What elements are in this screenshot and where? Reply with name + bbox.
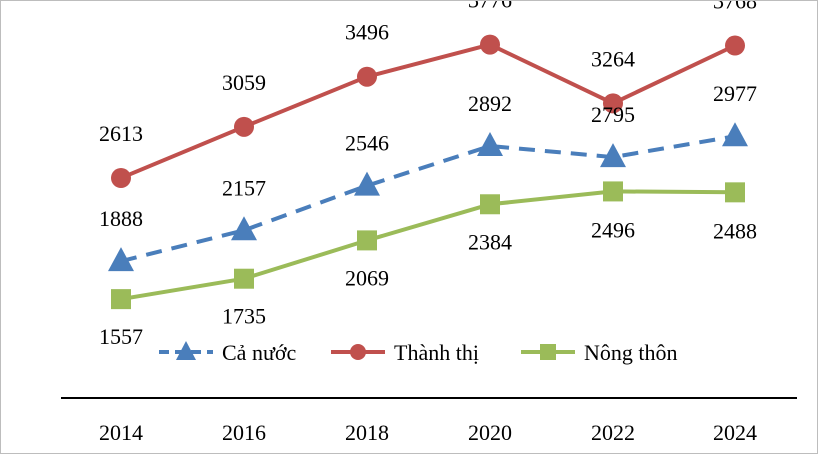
data-label-ca-nuoc: 1888 — [99, 206, 143, 231]
data-point-thanh-thi — [725, 35, 745, 56]
data-label-thanh-thi: 3776 — [468, 1, 512, 13]
legend-marker — [350, 344, 366, 360]
data-label-ca-nuoc: 2795 — [591, 102, 635, 127]
x-tick-label: 2018 — [345, 420, 389, 445]
legend-marker — [176, 341, 196, 360]
data-label-ca-nuoc: 2977 — [713, 81, 757, 106]
x-tick-label: 2014 — [99, 420, 143, 445]
data-label-nong-thon: 1557 — [99, 324, 143, 349]
data-label-nong-thon: 2488 — [713, 218, 757, 243]
data-label-nong-thon: 2069 — [345, 265, 389, 290]
data-label-ca-nuoc: 2892 — [468, 91, 512, 116]
x-tick-label: 2016 — [222, 420, 266, 445]
legend-marker — [540, 344, 556, 360]
data-point-ca-nuoc — [231, 216, 257, 241]
legend-item-thanh-thi: Thành thị — [331, 340, 479, 365]
data-point-nong-thon — [357, 230, 377, 251]
series-line-nong-thon — [120, 189, 736, 302]
data-point-ca-nuoc — [722, 122, 748, 147]
data-point-ca-nuoc — [108, 247, 134, 272]
data-label-nong-thon: 2384 — [468, 229, 512, 254]
data-point-thanh-thi — [480, 34, 500, 55]
data-label-ca-nuoc: 2157 — [222, 175, 266, 200]
data-point-thanh-thi — [603, 93, 623, 114]
marker-layer — [108, 34, 748, 310]
legend-label: Cả nước — [222, 340, 296, 365]
data-point-nong-thon — [603, 181, 623, 202]
legend-item-ca-nuoc: Cả nước — [159, 340, 296, 365]
x-tick-label: 2020 — [468, 420, 512, 445]
data-label-thanh-thi: 3768 — [713, 1, 757, 14]
legend-label: Thành thị — [394, 340, 479, 365]
data-point-thanh-thi — [234, 116, 254, 137]
data-label-nong-thon: 1735 — [222, 304, 266, 329]
x-tick-label: 2022 — [591, 420, 635, 445]
data-label-layer: 1888 2157 2546 2892 2795 2977 2613 3059 3496 3776… — [99, 1, 757, 349]
data-label-ca-nuoc: 2546 — [345, 131, 389, 156]
series-line-ca-nuoc — [120, 134, 736, 264]
data-point-nong-thon — [725, 182, 745, 203]
data-point-nong-thon — [111, 289, 131, 310]
legend-label: Nông thôn — [584, 340, 678, 365]
data-label-thanh-thi: 3496 — [345, 20, 389, 45]
data-point-ca-nuoc — [354, 171, 380, 196]
data-point-nong-thon — [480, 194, 500, 215]
series-line-thanh-thi — [120, 42, 736, 180]
data-point-ca-nuoc — [600, 143, 626, 168]
x-tick-labels: 2014 2016 2018 2020 2022 2024 — [99, 420, 757, 445]
data-point-thanh-thi — [357, 66, 377, 87]
data-label-thanh-thi: 2613 — [99, 121, 143, 146]
series-layer — [120, 42, 736, 302]
legend-item-nong-thon: Nông thôn — [521, 340, 678, 365]
data-label-thanh-thi: 3059 — [222, 70, 266, 95]
legend: Cả nước Thành thị Nông thôn — [159, 340, 678, 365]
data-label-nong-thon: 2496 — [591, 217, 635, 242]
data-point-thanh-thi — [111, 168, 131, 188]
data-point-nong-thon — [234, 268, 254, 289]
data-label-thanh-thi: 3264 — [591, 46, 635, 71]
x-tick-label: 2024 — [713, 420, 757, 445]
data-point-ca-nuoc — [477, 131, 503, 156]
